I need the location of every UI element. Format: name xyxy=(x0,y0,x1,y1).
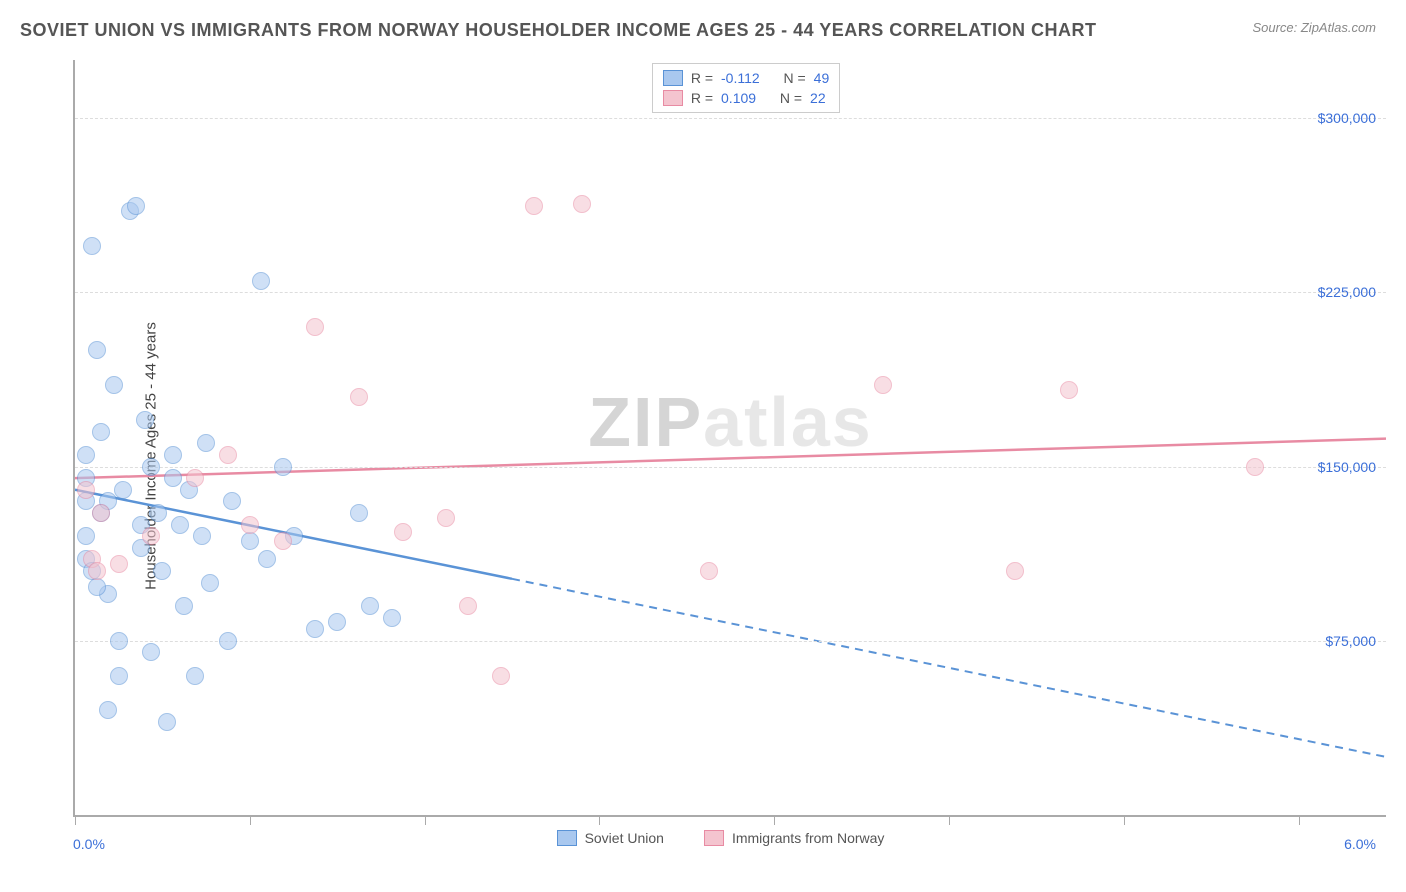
data-point xyxy=(219,632,237,650)
data-point xyxy=(197,434,215,452)
y-tick-label: $75,000 xyxy=(1325,633,1376,649)
legend-item: Soviet Union xyxy=(557,830,664,846)
data-point xyxy=(525,197,543,215)
data-point xyxy=(110,632,128,650)
data-point xyxy=(241,516,259,534)
x-tick xyxy=(599,815,600,825)
data-point xyxy=(99,701,117,719)
data-point xyxy=(83,237,101,255)
data-point xyxy=(186,667,204,685)
data-point xyxy=(350,388,368,406)
data-point xyxy=(142,458,160,476)
x-tick xyxy=(250,815,251,825)
data-point xyxy=(700,562,718,580)
x-tick xyxy=(1299,815,1300,825)
data-point xyxy=(258,550,276,568)
data-point xyxy=(77,481,95,499)
legend-row: R =-0.112 N =49 xyxy=(663,68,829,88)
data-point xyxy=(164,469,182,487)
data-point xyxy=(306,318,324,336)
data-point xyxy=(459,597,477,615)
data-point xyxy=(252,272,270,290)
x-tick xyxy=(75,815,76,825)
y-tick-label: $225,000 xyxy=(1318,284,1376,300)
data-point xyxy=(274,532,292,550)
y-tick-label: $300,000 xyxy=(1318,110,1376,126)
data-point xyxy=(394,523,412,541)
x-tick xyxy=(1124,815,1125,825)
chart-title: SOVIET UNION VS IMMIGRANTS FROM NORWAY H… xyxy=(20,20,1096,41)
plot-region: ZIPatlas R =-0.112 N =49R =0.109 N =22 $… xyxy=(73,60,1386,817)
legend-item: Immigrants from Norway xyxy=(704,830,884,846)
gridline xyxy=(75,118,1386,119)
data-point xyxy=(164,446,182,464)
data-point xyxy=(1060,381,1078,399)
x-tick xyxy=(774,815,775,825)
data-point xyxy=(92,423,110,441)
data-point xyxy=(153,562,171,580)
data-point xyxy=(437,509,455,527)
correlation-legend: R =-0.112 N =49R =0.109 N =22 xyxy=(652,63,840,113)
data-point xyxy=(88,562,106,580)
gridline xyxy=(75,467,1386,468)
data-point xyxy=(350,504,368,522)
data-point xyxy=(874,376,892,394)
data-point xyxy=(274,458,292,476)
data-point xyxy=(105,376,123,394)
gridline xyxy=(75,641,1386,642)
data-point xyxy=(201,574,219,592)
chart-area: Householder Income Ages 25 - 44 years ZI… xyxy=(55,60,1386,852)
data-point xyxy=(1246,458,1264,476)
data-point xyxy=(223,492,241,510)
data-point xyxy=(142,643,160,661)
data-point xyxy=(328,613,346,631)
data-point xyxy=(149,504,167,522)
data-point xyxy=(77,446,95,464)
data-point xyxy=(1006,562,1024,580)
data-point xyxy=(158,713,176,731)
series-legend: Soviet Union Immigrants from Norway xyxy=(55,830,1386,846)
source-label: Source: ZipAtlas.com xyxy=(1252,20,1376,35)
data-point xyxy=(136,411,154,429)
legend-row: R =0.109 N =22 xyxy=(663,88,829,108)
data-point xyxy=(361,597,379,615)
data-point xyxy=(306,620,324,638)
data-point xyxy=(142,527,160,545)
watermark: ZIPatlas xyxy=(588,382,872,462)
data-point xyxy=(88,341,106,359)
data-point xyxy=(127,197,145,215)
data-point xyxy=(219,446,237,464)
trend-lines xyxy=(75,60,1386,815)
data-point xyxy=(241,532,259,550)
data-point xyxy=(171,516,189,534)
y-tick-label: $150,000 xyxy=(1318,459,1376,475)
data-point xyxy=(573,195,591,213)
data-point xyxy=(110,555,128,573)
data-point xyxy=(110,667,128,685)
data-point xyxy=(175,597,193,615)
data-point xyxy=(186,469,204,487)
data-point xyxy=(77,527,95,545)
gridline xyxy=(75,292,1386,293)
x-tick xyxy=(949,815,950,825)
data-point xyxy=(114,481,132,499)
data-point xyxy=(88,578,106,596)
data-point xyxy=(383,609,401,627)
data-point xyxy=(92,504,110,522)
data-point xyxy=(193,527,211,545)
data-point xyxy=(492,667,510,685)
x-tick xyxy=(425,815,426,825)
